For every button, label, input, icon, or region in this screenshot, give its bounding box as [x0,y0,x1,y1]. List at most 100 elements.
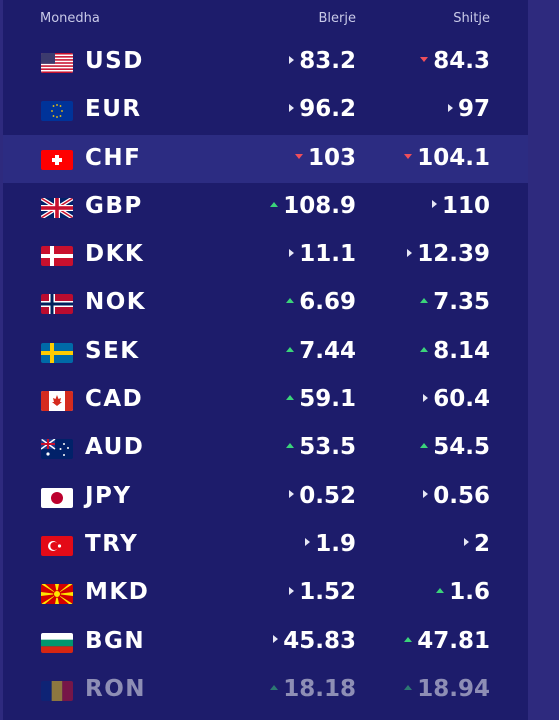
buy-value: 83.2 [299,48,356,74]
buy-rate: 59.1 [286,386,356,412]
buy-rate: 53.5 [286,434,356,460]
sell-rate: 1.6 [436,579,490,605]
rate-row-jpy[interactable]: JPY 0.52 0.56 [3,473,528,521]
trend-up-icon [420,298,429,304]
sell-value: 97 [457,96,490,123]
trend-flat-icon [289,490,295,499]
buy-rate: 0.52 [289,483,356,509]
trend-up-icon [420,443,429,449]
currency-code: USD [85,48,144,74]
sell-value: 54.5 [433,434,490,461]
header-sell: Shitje [453,11,490,26]
buy-rate: 103 [294,145,356,171]
currency-code: JPY [85,482,132,509]
trend-down-icon [420,57,429,62]
buy-rate: 1.9 [305,531,356,557]
sell-rate: 104.1 [404,145,490,171]
rate-row-bgn[interactable]: BGN 45.83 47.81 [3,618,528,666]
sell-value: 2 [473,530,490,557]
buy-rate: 45.83 [273,628,356,654]
trend-flat-icon [289,55,295,64]
sell-value: 104.1 [417,144,490,171]
sell-value: 7.35 [433,289,490,316]
currency-code: NOK [85,289,147,316]
rate-row-dkk[interactable]: DKK 11.1 12.39 [3,231,528,279]
sell-value: 12.39 [417,241,490,268]
trend-flat-icon [447,103,453,112]
buy-rate: 11.1 [289,241,356,267]
rate-row-cad[interactable]: CAD 59.1 60.4 [3,376,528,424]
rate-row-aud[interactable]: AUD 53.5 54.5 [3,424,528,472]
currency-code: MKD [85,579,150,606]
rate-row-sek[interactable]: SEK 7.44 8.14 [3,328,528,376]
us-flag-icon [41,53,73,73]
buy-value: 18.18 [283,675,356,702]
sell-value: 8.14 [433,337,490,364]
currency-code: GBP [85,192,143,219]
currency-code: DKK [85,241,145,268]
buy-rate: 18.18 [270,676,356,702]
buy-value: 11.1 [299,241,356,268]
buy-value: 1.52 [299,579,356,606]
trend-flat-icon [289,248,295,257]
sell-value: 47.81 [417,627,490,654]
buy-value: 45.83 [283,627,356,654]
ca-flag-icon [41,391,73,412]
buy-value: 0.52 [299,482,356,509]
sell-rate: 47.81 [404,628,490,654]
currency-code: AUD [85,434,145,461]
rate-row-chf[interactable]: CHF 103 104.1 [3,134,528,183]
trend-up-icon [270,684,279,690]
trend-down-icon [404,153,413,159]
trend-up-icon [286,298,295,304]
rate-row-eur[interactable]: EUR 96.2 97 [3,86,528,134]
sell-rate: 97 [447,96,490,123]
trend-up-icon [420,346,429,352]
table-header: Monedha Blerje Shitje [3,0,528,38]
currency-code: BGN [85,627,146,654]
trend-down-icon [294,153,303,159]
rate-row-gbp[interactable]: GBP 108.9 110 [3,183,528,231]
rate-row-usd[interactable]: USD 83.2 84.3 [3,38,528,86]
sell-rate: 84.3 [420,48,490,74]
header-currency: Monedha [40,11,100,26]
buy-rate: 96.2 [289,96,356,122]
exchange-rates-panel: Monedha Blerje Shitje USD 83.2 84.3 EUR 96.2… [3,0,528,720]
currency-code: EUR [85,96,142,123]
buy-rate: 7.44 [286,338,356,364]
currency-code: CAD [85,386,144,413]
trend-flat-icon [289,103,295,112]
sell-rate: 18.94 [404,676,490,702]
gb-flag-icon [41,197,73,218]
sell-rate: 8.14 [420,338,490,364]
trend-flat-icon [273,635,279,644]
no-flag-icon [41,294,73,315]
rate-row-try[interactable]: TRY 1.9 2 [3,521,528,569]
header-buy: Blerje [318,11,356,26]
trend-flat-icon [463,538,469,547]
trend-flat-icon [423,393,429,402]
buy-rate: 6.69 [286,289,356,315]
rate-row-ron[interactable]: RON 18.18 18.94 [3,666,528,714]
buy-value: 7.44 [299,337,356,364]
au-flag-icon [41,439,73,460]
se-flag-icon [41,342,73,363]
trend-flat-icon [431,200,437,209]
sell-rate: 2 [463,530,490,557]
ro-flag-icon [41,680,73,701]
ch-flag-icon [41,149,73,170]
dk-flag-icon [41,246,73,267]
sell-value: 110 [441,192,490,219]
rate-row-mkd[interactable]: MKD 1.52 1.6 [3,569,528,617]
sell-value: 0.56 [433,482,490,509]
sell-rate: 0.56 [423,483,490,509]
trend-flat-icon [407,248,413,257]
trend-up-icon [286,395,295,401]
trend-up-icon [404,636,413,642]
buy-rate: 1.52 [289,579,356,605]
sell-value: 84.3 [433,48,490,74]
sell-rate: 60.4 [423,386,490,412]
buy-value: 96.2 [299,96,356,123]
buy-value: 59.1 [299,386,356,413]
rate-row-nok[interactable]: NOK 6.69 7.35 [3,279,528,327]
